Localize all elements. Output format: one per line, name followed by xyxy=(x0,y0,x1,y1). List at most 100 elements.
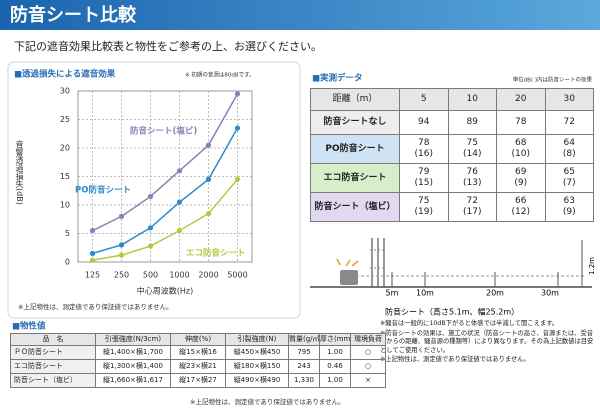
data-cell: 75 (14) xyxy=(447,134,497,164)
header-cell: 10 xyxy=(447,88,497,111)
y-axis-label: 音響透過損失(dB) xyxy=(15,140,24,205)
row-label: エコ防音シート xyxy=(10,359,96,374)
sound-waves xyxy=(336,258,359,267)
series-line xyxy=(92,178,239,262)
data-cell: 78 (16) xyxy=(399,134,449,164)
data-cell: 78 xyxy=(496,110,546,135)
diagram: 5m 10m 20m 30m 1.2m 防音シート（高さ5.1m、幅25.2m） xyxy=(310,238,596,317)
data-row: エコ防音シート 79 (15) 76 (13) 69 (9) 65 (7) xyxy=(310,163,594,193)
header-cell: 5 xyxy=(399,88,449,111)
cell-text: (14) xyxy=(463,149,482,159)
point xyxy=(205,142,212,148)
cell-text: 94 xyxy=(418,117,430,127)
note: ※騒音は一般的に10dB下がると体感では半減して聞こえます。 xyxy=(380,320,559,327)
x-tick-label: 500 xyxy=(143,271,158,280)
cell-text: (13) xyxy=(463,178,482,188)
cell-text: (10) xyxy=(511,149,530,159)
row-label: ＰＯ防音シート xyxy=(10,345,96,360)
cell-text: (9) xyxy=(562,207,576,217)
x-tick-label: 1000 xyxy=(169,271,189,280)
note: ※防音シートの効果は、施工の状況（防音シートの高さ、音源または、受音点からの距離… xyxy=(380,329,594,354)
data-cell: 65 (7) xyxy=(544,163,594,193)
header-cell: 30 xyxy=(544,88,594,111)
data-cell: 72 (17) xyxy=(447,192,497,222)
series-line xyxy=(92,127,239,255)
sheet-label: 防音シート（高さ5.1m、幅25.2m） xyxy=(385,307,519,317)
x-tick-label: 250 xyxy=(114,271,129,280)
cell-text: (17) xyxy=(463,207,482,217)
x-tick-label: 2000 xyxy=(198,271,218,280)
cell-text: 78 xyxy=(418,138,430,148)
cell-text: (19) xyxy=(414,207,433,217)
height-label: 1.2m xyxy=(588,257,596,275)
cell-text: (9) xyxy=(514,178,528,188)
data-cell: 89 xyxy=(447,110,497,135)
point xyxy=(147,193,154,200)
data-cell: 243 xyxy=(288,359,320,374)
data-cell: 75 (19) xyxy=(399,192,449,222)
x-axis-label: 中心周波数(Hz) xyxy=(137,286,193,296)
data-row: ＰＯ防音シート 縦1,400×横1,700 縦15×横16 縦450×横450 795 1… xyxy=(10,345,386,360)
distance-label: 30m xyxy=(541,289,559,298)
series-label: PO防音シート xyxy=(75,185,131,196)
data-cell: ○ xyxy=(350,345,386,360)
data-cell: 縦180×横150 xyxy=(225,359,289,374)
data-cell: × xyxy=(350,373,386,388)
point xyxy=(89,250,96,257)
distance-label: 10m xyxy=(416,289,434,298)
data-cell: 0.46 xyxy=(319,359,351,374)
data-cell: 縦1,400×横1,700 xyxy=(95,345,171,360)
point xyxy=(147,225,154,231)
header-cell: 20 xyxy=(496,88,546,111)
cell-text: 89 xyxy=(466,117,478,127)
cell-text: (8) xyxy=(562,149,576,159)
header-cell: 厚さ(mm) xyxy=(319,333,351,346)
cell-text: 65 xyxy=(563,167,575,177)
header-row: 距離（m） 5 10 20 30 xyxy=(310,88,594,111)
header-cell: 環境負荷 xyxy=(350,333,386,346)
cell-text: 78 xyxy=(515,117,527,127)
data-cell: 66 (12) xyxy=(496,192,546,222)
data-row: エコ防音シート 縦1,300×横1,400 縦23×横21 縦180×横150 243 0… xyxy=(10,359,386,374)
properties-title: ■物性値 xyxy=(12,321,46,332)
cell-text: (7) xyxy=(562,178,576,188)
sound-source xyxy=(340,270,358,285)
row-label: 防音シート（塩ビ） xyxy=(310,192,400,222)
data-cell: 縦1,300×横1,400 xyxy=(95,359,171,374)
data-row: 防音シート（塩ビ） 75 (19) 72 (17) 66 (12) 63 (9) xyxy=(310,192,594,222)
x-tick-label: 125 xyxy=(85,271,100,280)
data-cell: 縦15×横16 xyxy=(170,345,226,360)
page-title: 防音シート比較 xyxy=(10,4,137,26)
cell-text: 68 xyxy=(515,138,527,148)
data-cell: 795 xyxy=(288,345,320,360)
data-cell: 63 (9) xyxy=(544,192,594,222)
data-cell: 79 (15) xyxy=(399,163,449,193)
row-label: 防音シートなし xyxy=(310,110,400,135)
y-tick-label: 0 xyxy=(65,258,70,267)
data-cell: 縦450×横450 xyxy=(225,345,289,360)
cell-text: (16) xyxy=(414,149,433,159)
point xyxy=(176,228,183,234)
cell-text: 79 xyxy=(418,167,430,177)
row-label: 防音シート（塩ビ） xyxy=(10,373,96,388)
point xyxy=(234,125,241,131)
data-cell: 76 (13) xyxy=(447,163,497,193)
data-cell: 64 (8) xyxy=(544,134,594,164)
chart-frame xyxy=(7,61,301,319)
y-tick-label: 30 xyxy=(60,87,70,96)
point xyxy=(176,168,183,174)
header-cell: 品 名 xyxy=(10,333,96,346)
header-bar xyxy=(0,0,600,30)
y-tick-label: 20 xyxy=(60,144,70,153)
cell-text: 75 xyxy=(466,138,478,148)
unit-note: 単位dB( )内は防音シートの効果 xyxy=(513,76,593,84)
page-subtitle: 下記の遮音効果比較表と物性をご参考の上、お選びください。 xyxy=(14,39,322,53)
point xyxy=(234,91,241,97)
cell-text: 72 xyxy=(466,196,478,206)
properties-footnote: ※上記物性は、測定値であり保証値ではありません。 xyxy=(190,397,345,406)
notes: ※騒音は一般的に10dB下がると体感では半減して聞こえます。 ※防音シートの効果は… xyxy=(380,320,595,366)
data-cell: 72 xyxy=(544,110,594,135)
header-cell: 質量(g/㎡) xyxy=(288,333,320,346)
